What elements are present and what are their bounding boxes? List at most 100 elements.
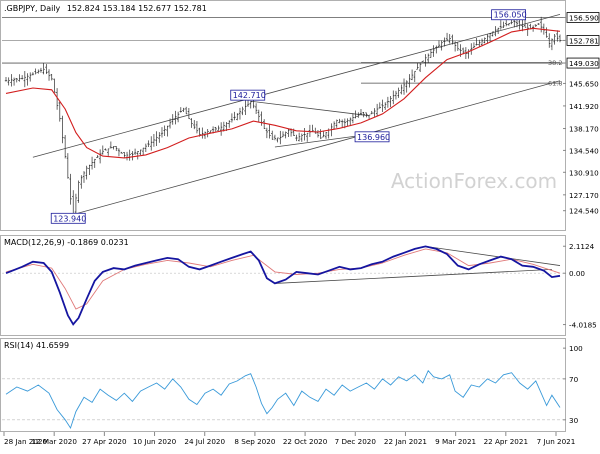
candle-bar <box>244 100 247 116</box>
candle-bar <box>324 131 328 139</box>
price-axis-box <box>566 12 600 23</box>
candle-bar <box>120 151 123 154</box>
candle-bar <box>166 125 169 137</box>
macd-layer <box>2 245 566 326</box>
annotation-box <box>491 9 526 21</box>
candle-bar <box>375 103 379 117</box>
candle-bar <box>539 16 543 33</box>
candle-bar <box>392 90 395 105</box>
candle-bar <box>545 27 548 38</box>
candle-bar <box>123 151 126 159</box>
candle-bar <box>193 120 196 130</box>
candle-bar <box>20 75 24 80</box>
candle-bar <box>82 171 86 183</box>
fib-label: 38.2 <box>548 59 562 67</box>
x-axis-label: 8 Sep 2020 <box>234 437 275 446</box>
candle-bar <box>359 108 363 116</box>
candle-bar <box>486 34 489 44</box>
candle-bar <box>98 149 102 164</box>
candle-bar <box>346 118 349 127</box>
candle-bar <box>378 102 382 109</box>
rsi-title: RSI(14) 41.6599 <box>4 341 69 350</box>
candle-bar <box>322 130 325 138</box>
watermark: ActionForex.com <box>391 169 557 193</box>
candle-bar <box>488 33 492 42</box>
fib-label: 61.8 <box>548 80 562 88</box>
candle-bar <box>131 151 134 161</box>
candle-bar <box>4 77 8 82</box>
candle-bar <box>61 115 64 144</box>
candle-bar <box>300 133 304 142</box>
symbol-header: .GBPJPY, Daily <box>4 4 61 13</box>
candle-bar <box>521 19 524 32</box>
x-axis-label: 24 Jul 2020 <box>184 437 225 446</box>
candle-bar <box>222 121 226 132</box>
candle-bar <box>523 18 527 28</box>
candle-bar <box>74 193 78 216</box>
candle-bar <box>470 43 473 55</box>
candle-bar <box>187 107 191 120</box>
candle-bar <box>254 103 258 115</box>
candle-bar <box>85 165 88 180</box>
candle-bar <box>139 149 142 155</box>
candle-bar <box>90 156 94 170</box>
candle-bar <box>219 122 223 136</box>
price-panel-frame <box>0 0 566 231</box>
candle-bar <box>429 49 433 58</box>
price-axis-label: 145.650 <box>569 79 599 88</box>
macd-resistance-line <box>425 245 561 266</box>
candle-bar <box>26 73 29 86</box>
candle-bar <box>537 23 540 25</box>
candle-bar <box>365 112 368 118</box>
candle-bar <box>214 126 217 132</box>
candle-bar <box>548 33 551 48</box>
candle-bar <box>233 111 236 121</box>
candle-bar <box>400 84 403 95</box>
price-axis-label: 127.170 <box>569 191 599 200</box>
candle-bar <box>152 133 156 147</box>
candle-bar <box>502 21 505 29</box>
candle-bar <box>50 73 53 81</box>
candle-bar <box>260 111 263 126</box>
candle-bar <box>507 23 511 26</box>
candle-bar <box>53 78 56 93</box>
macd-signal-line <box>5 248 561 310</box>
candle-bar <box>228 120 231 128</box>
candle-bar <box>174 110 177 125</box>
candle-bar <box>31 72 35 76</box>
candle-bar <box>556 30 559 42</box>
candle-bar <box>7 77 10 86</box>
candle-bar <box>424 54 427 67</box>
candle-bar <box>265 127 269 139</box>
candle-bar <box>171 114 174 125</box>
candle-bar <box>505 20 508 27</box>
candle-bar <box>437 40 441 48</box>
candle-bar <box>483 37 486 44</box>
macd-title: MACD(12,26,9) -0.1869 0.0231 <box>4 238 129 247</box>
candle-bar <box>241 106 244 116</box>
price-axis-box <box>566 35 600 46</box>
candle-bar <box>295 134 298 142</box>
price-axis-label: 152.781 <box>569 36 599 45</box>
candle-bar <box>23 71 27 88</box>
candle-bar <box>558 34 562 43</box>
candle-bar <box>106 148 110 156</box>
candle-bar <box>249 100 252 109</box>
candle-bar <box>362 111 365 118</box>
candle-bar <box>117 148 121 157</box>
candle-bar <box>201 127 204 139</box>
x-axis-label: 22 Jan 2021 <box>384 437 427 446</box>
candle-bar <box>203 131 207 139</box>
candle-bar <box>276 137 279 143</box>
x-axis-label: 9 Mar 2021 <box>435 437 476 446</box>
candle-bar <box>217 125 220 131</box>
annotation-box <box>354 131 390 143</box>
moving-average-line <box>5 27 561 159</box>
candle-bar <box>496 27 500 35</box>
candle-bar <box>168 118 172 129</box>
candle-bar <box>357 112 360 118</box>
candle-bar <box>128 149 131 161</box>
candle-bar <box>413 70 416 83</box>
price-axis-label: 141.920 <box>569 102 599 111</box>
